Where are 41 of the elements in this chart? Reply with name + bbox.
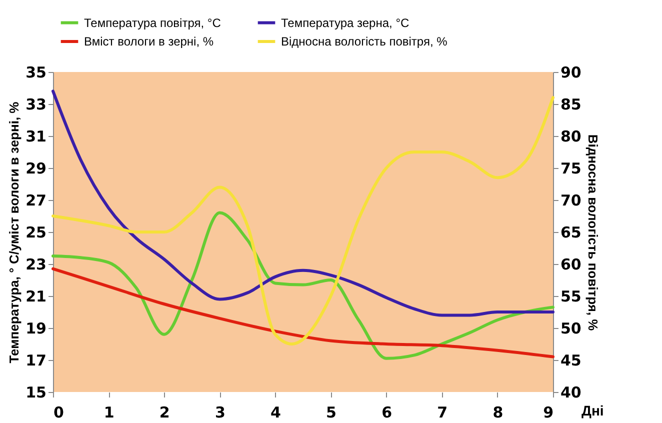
y2-tick-label: 50 <box>560 320 582 338</box>
line-series <box>52 211 554 360</box>
y2-tick-label: 85 <box>560 96 582 114</box>
legend-label: Відносна вологість повітря, % <box>281 34 448 48</box>
y2-tick-label: 90 <box>560 64 582 82</box>
y2-tick-label: 70 <box>560 192 582 210</box>
y2-tick-label: 45 <box>560 352 582 370</box>
x-tick-label: 5 <box>326 404 336 422</box>
legend-label: Температура зерна, °C <box>281 16 410 30</box>
y2-tick-label: 40 <box>560 384 582 402</box>
y-tick-label: 15 <box>26 384 46 402</box>
y2-axis-title: Відносна вологість повітря, % <box>585 134 600 332</box>
y-tick-label: 29 <box>26 160 46 178</box>
y2-tick-label: 55 <box>560 288 582 306</box>
legend-label: Вміст вологи в зерні, % <box>84 34 214 48</box>
line-series <box>52 267 554 358</box>
x-tick-label: 4 <box>270 404 281 422</box>
x-tick-label: 3 <box>214 404 226 422</box>
x-tick-label: 6 <box>382 404 392 422</box>
y-tick-label: 35 <box>26 64 46 82</box>
y2-tick-label: 60 <box>560 256 582 274</box>
x-axis-title: Дні <box>582 402 604 418</box>
x-tick-label: 1 <box>104 404 114 422</box>
x-tick-label: 0 <box>54 404 64 422</box>
y2-tick-label: 65 <box>560 224 582 242</box>
y-tick-label: 19 <box>26 320 46 338</box>
y-tick-label: 25 <box>26 224 46 242</box>
y-tick-label: 33 <box>26 96 46 114</box>
y2-tick-label: 80 <box>560 128 582 146</box>
y-tick-label: 17 <box>26 352 46 370</box>
x-tick-label: 9 <box>543 404 554 422</box>
y-tick-label: 27 <box>26 192 46 210</box>
x-tick-label: 7 <box>437 404 448 422</box>
y-tick-label: 31 <box>26 128 46 146</box>
legend-label: Температура повітря, °C <box>84 16 222 30</box>
x-tick-label: 2 <box>159 404 170 422</box>
y-tick-label: 21 <box>26 288 46 306</box>
x-tick-label: 8 <box>492 404 504 422</box>
y2-tick-label: 75 <box>560 160 582 178</box>
y-axis-title: Температура, ° С/уміст вологи в зерні, % <box>6 101 22 364</box>
y-tick-label: 23 <box>26 256 46 274</box>
